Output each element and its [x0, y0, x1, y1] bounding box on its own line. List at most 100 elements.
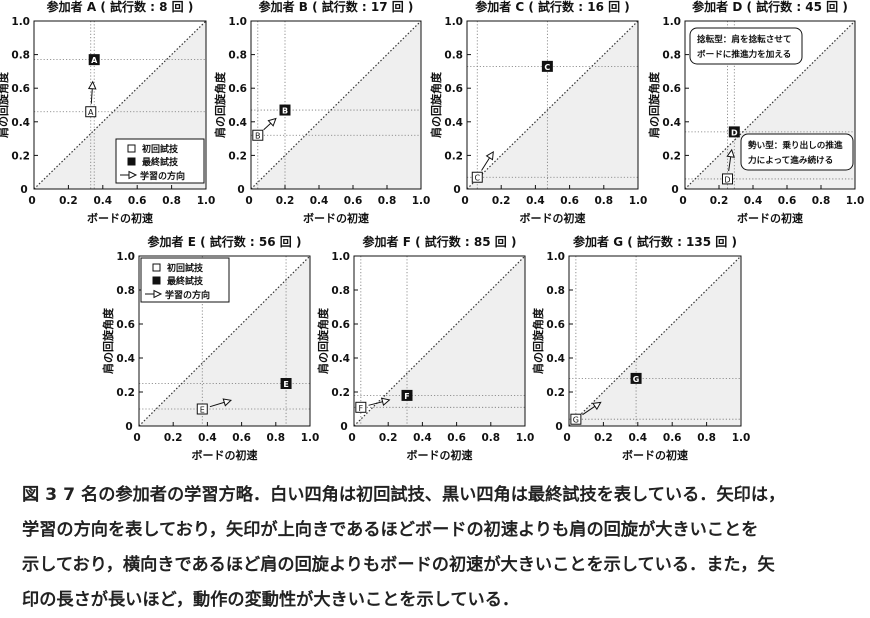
first-trial-label: A — [88, 108, 94, 117]
x-tick-label: 0.8 — [697, 432, 716, 444]
final-trial-label: C — [544, 63, 550, 72]
annotation-text: 捻転型：肩を捻転させて — [697, 33, 792, 45]
plot-frame — [568, 255, 742, 427]
y-tick-label: 0.6 — [11, 83, 30, 95]
y-axis-label: 肩の回旋角度 — [0, 71, 10, 138]
y-tick-label: 1.0 — [228, 16, 247, 28]
diagonal-line — [250, 20, 422, 190]
y-tick-label: 0.2 — [116, 387, 135, 399]
learning-arrowhead — [485, 150, 494, 161]
y-tick-label: 1.0 — [331, 251, 350, 263]
chart-title: 参加者 C ( 試行数 : 16 回 ) — [475, 0, 630, 14]
first-trial-marker — [471, 171, 483, 183]
chart-1: 0 0.2 0.4 0.6 0.8 1.0 0.2 0.4 0.6 0.8 1.0 0 参加者 B ( … — [213, 0, 430, 225]
x-tick-label: 0.2 — [379, 432, 398, 444]
learning-arrow — [728, 154, 732, 172]
annotation-text: ボードに推進力を加える — [697, 48, 791, 60]
x-tick-label: 0.4 — [310, 195, 329, 207]
caption-line: 学習の方向を表しており，矢印が上向きであるほどボードの初速よりも肩の回旋が大きい… — [22, 520, 759, 540]
x-tick-label: 1.0 — [732, 432, 751, 444]
y-tick-label: 0 — [125, 421, 132, 433]
x-tick-label: 0.8 — [812, 195, 831, 207]
x-tick-label: 0.4 — [628, 432, 647, 444]
caption-line: 示しており，横向きであるほど肩の回旋よりもボードの初速が大きいことを示している．… — [22, 555, 775, 575]
y-tick-label: 0 — [20, 184, 27, 196]
x-tick-label: 0 — [28, 195, 35, 207]
legend-final-marker — [152, 276, 161, 285]
y-tick-label: 1.0 — [116, 251, 135, 263]
y-tick-label: 1.0 — [662, 16, 681, 28]
x-tick-label: 0 — [461, 195, 468, 207]
y-tick-label: 1.0 — [11, 16, 30, 28]
chart-0: 0 0.2 0.4 0.6 0.8 1.0 0.2 0.4 0.6 0.8 1.0 0 参加者 A ( … — [0, 0, 215, 225]
chart-title: 参加者 B ( 試行数 : 17 回 ) — [259, 0, 414, 14]
y-tick-label: 0.8 — [331, 285, 350, 297]
diagonal-line — [138, 255, 311, 427]
annotation-frame — [740, 133, 854, 171]
first-trial-marker — [355, 401, 367, 413]
learning-arrow — [209, 401, 227, 408]
chart-2: 0 0.2 0.4 0.6 0.8 1.0 0.2 0.4 0.6 0.8 1.0 0 参加者 C ( … — [429, 0, 647, 225]
x-tick-label: 1.0 — [629, 195, 648, 207]
y-tick-label: 0.4 — [444, 117, 463, 129]
first-trial-label: D — [724, 175, 730, 184]
legend-final-label: 最終試技 — [167, 275, 204, 287]
learning-arrow — [582, 404, 597, 416]
diagonal-line — [353, 255, 526, 427]
chart-title: 参加者 E ( 試行数 : 56 回 ) — [148, 234, 302, 249]
y-tick-label: 0.2 — [546, 387, 565, 399]
x-tick-label: 1.0 — [846, 195, 865, 207]
x-tick-label: 0.4 — [93, 195, 112, 207]
y-tick-label: 0.8 — [546, 285, 565, 297]
plot-frame — [250, 20, 422, 190]
x-tick-label: 0.2 — [492, 195, 511, 207]
final-trial-marker — [88, 54, 100, 66]
y-tick-label: 0.2 — [228, 150, 247, 162]
y-tick-label: 0.6 — [116, 319, 135, 331]
chart-title: 参加者 D ( 試行数 : 45 回 ) — [692, 0, 848, 14]
x-tick-label: 0.2 — [59, 195, 78, 207]
y-tick-label: 0 — [671, 184, 678, 196]
learning-arrow — [90, 86, 93, 104]
x-axis-label: ボードの初速 — [737, 211, 803, 225]
y-axis-label: 肩の回旋角度 — [213, 71, 227, 138]
y-tick-label: 0 — [340, 421, 347, 433]
y-tick-label: 0.4 — [662, 117, 681, 129]
final-trial-marker — [541, 60, 553, 72]
diagonal-line — [466, 20, 639, 190]
y-tick-label: 0 — [453, 184, 460, 196]
x-axis-label: ボードの初速 — [622, 448, 688, 462]
x-tick-label: 1.0 — [412, 195, 431, 207]
y-tick-label: 0.4 — [11, 117, 30, 129]
final-trial-label: D — [731, 128, 738, 137]
first-trial-marker — [196, 403, 208, 415]
learning-arrowhead — [592, 401, 602, 411]
x-tick-label: 0.6 — [344, 195, 363, 207]
chart-5: 0 0.2 0.4 0.6 0.8 1.0 0.2 0.4 0.6 0.8 1.0 0 参加者 F ( … — [316, 234, 534, 462]
chart-3: 0 0.2 0.4 0.6 0.8 1.0 0.2 0.4 0.6 0.8 1.0 0 参加者 D ( … — [647, 0, 864, 225]
y-tick-label: 0.6 — [444, 83, 463, 95]
learning-arrow — [481, 155, 492, 171]
learning-arrowhead — [381, 397, 391, 406]
legend-arrow-label: 学習の方向 — [140, 170, 185, 182]
x-tick-label: 0.2 — [710, 195, 729, 207]
y-tick-label: 0.6 — [546, 319, 565, 331]
first-trial-label: B — [255, 132, 261, 141]
final-trial-marker — [630, 372, 642, 384]
y-tick-label: 1.0 — [546, 251, 565, 263]
x-tick-label: 0.6 — [778, 195, 797, 207]
plot-frame — [138, 255, 311, 427]
y-tick-label: 0.4 — [228, 117, 247, 129]
final-trial-label: E — [283, 380, 288, 389]
plot-frame — [684, 20, 856, 190]
first-trial-label: G — [573, 416, 579, 425]
x-tick-label: 0 — [348, 432, 355, 444]
x-tick-label: 0 — [679, 195, 686, 207]
chart-title: 参加者 A ( 試行数 : 8 回 ) — [47, 0, 194, 14]
first-trial-marker — [722, 173, 733, 185]
chart-title: 参加者 G ( 試行数 : 135 回 ) — [573, 234, 737, 249]
first-trial-marker — [570, 413, 582, 425]
y-axis-label: 肩の回旋角度 — [316, 307, 330, 374]
y-tick-label: 0 — [237, 184, 244, 196]
